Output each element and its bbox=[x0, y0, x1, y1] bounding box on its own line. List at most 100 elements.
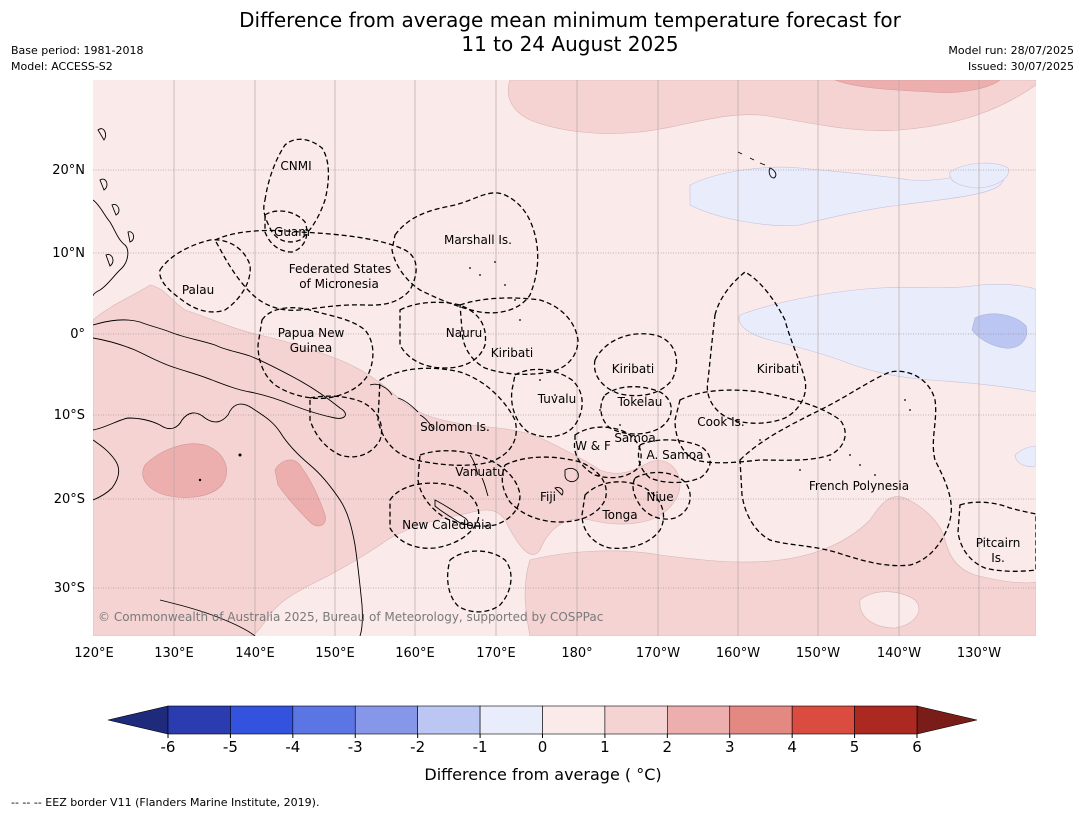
label-kiribati-east: Kiribati bbox=[757, 362, 799, 376]
colorbar-tick-label: 1 bbox=[600, 738, 610, 756]
x-tick: 150°E bbox=[315, 646, 355, 661]
colorbar-tick-label: 6 bbox=[912, 738, 922, 756]
eez-american-samoa bbox=[637, 439, 711, 484]
title-line-2: 11 to 24 August 2025 bbox=[461, 32, 679, 56]
solomon-islands-coast bbox=[369, 383, 435, 431]
anomaly-negative-equatorial-east bbox=[738, 283, 1036, 393]
colorbar-high-extension bbox=[916, 705, 978, 735]
eez-palau bbox=[159, 239, 251, 313]
colorbar-segment bbox=[479, 705, 543, 735]
colorbar-segment bbox=[604, 705, 668, 735]
colorbar-tick-label: -5 bbox=[223, 738, 238, 756]
label-niue: Niue bbox=[646, 490, 673, 504]
x-tick: 160°W bbox=[716, 646, 760, 661]
coastlines bbox=[93, 128, 777, 636]
colorbar-segment bbox=[230, 705, 294, 735]
x-tick: 170°E bbox=[476, 646, 516, 661]
colorbar-tick-label: 0 bbox=[538, 738, 548, 756]
label-marshall: Marshall Is. bbox=[444, 233, 512, 247]
region-labels: CNMI Guam Marshall Is. Federated States … bbox=[182, 159, 1020, 565]
colorbar-tick-label: -3 bbox=[348, 738, 363, 756]
eez-fsm bbox=[214, 229, 417, 311]
colorbar-tick-label: -1 bbox=[473, 738, 488, 756]
issued-date: Issued: 30/07/2025 bbox=[967, 60, 1074, 73]
colorbar: -6 -5 -4 -3 -2 -1 0 1 2 3 4 5 6 Difference from aver… bbox=[107, 705, 978, 784]
label-fsm-1: Federated States bbox=[289, 262, 391, 276]
eez-cook-islands bbox=[674, 389, 846, 464]
eez-norfolk bbox=[447, 550, 512, 613]
chart-title: Difference from average mean minimum tem… bbox=[0, 8, 1085, 56]
x-tick: 130°W bbox=[957, 646, 1001, 661]
anomaly-negative-east-edge bbox=[1014, 445, 1036, 467]
eez-french-polynesia bbox=[739, 370, 952, 567]
colorbar-tick-label: 2 bbox=[663, 738, 673, 756]
anomaly-warm-core-west bbox=[142, 443, 227, 498]
eez-guam bbox=[264, 210, 308, 253]
colorbar-tick-label: 4 bbox=[787, 738, 797, 756]
eez-tonga bbox=[581, 481, 665, 550]
eez-kiribati-central bbox=[593, 333, 678, 397]
x-tick-labels: 120°E 130°E 140°E 150°E 160°E 170°E 180°… bbox=[74, 646, 1001, 661]
x-tick: 120°E bbox=[74, 646, 114, 661]
hawaii-coast bbox=[737, 151, 777, 179]
eez-pitcairn bbox=[957, 501, 1036, 572]
label-palau: Palau bbox=[182, 283, 214, 297]
label-samoa: Samoa bbox=[614, 431, 655, 445]
atolls bbox=[198, 261, 911, 482]
x-tick: 150°W bbox=[796, 646, 840, 661]
label-guam: Guam bbox=[274, 225, 310, 239]
eez-kiribati-west bbox=[459, 297, 579, 375]
colorbar-tick-label: -2 bbox=[410, 738, 425, 756]
label-pitcairn-2: Is. bbox=[991, 551, 1005, 565]
x-tick: 130°E bbox=[154, 646, 194, 661]
label-new-caledonia: New Caledonia bbox=[402, 518, 492, 532]
y-tick: 10°S bbox=[54, 408, 85, 423]
latitude-lines bbox=[93, 169, 1036, 589]
eez-cnmi bbox=[263, 138, 330, 243]
eez-tokelau bbox=[600, 386, 672, 435]
y-tick: 20°S bbox=[54, 492, 85, 507]
eez-fiji bbox=[501, 456, 607, 523]
colorbar-segment bbox=[542, 705, 606, 735]
eez-tuvalu bbox=[510, 368, 583, 438]
x-tick: 160°E bbox=[395, 646, 435, 661]
map-area: CNMI Guam Marshall Is. Federated States … bbox=[93, 80, 1036, 636]
eez-nauru bbox=[399, 301, 487, 369]
colorbar-low-extension bbox=[107, 705, 169, 735]
eez-png-south bbox=[309, 395, 383, 458]
label-fsm-2: of Micronesia bbox=[299, 277, 379, 291]
australia-coast bbox=[93, 403, 363, 636]
eez-png bbox=[257, 307, 374, 400]
graticule bbox=[173, 80, 980, 636]
colorbar-segments bbox=[167, 705, 918, 735]
eez-vanuatu bbox=[417, 450, 521, 527]
eez-marshall bbox=[391, 192, 539, 314]
colorbar-title: Difference from average ( °C) bbox=[424, 765, 661, 784]
x-tick: 170°W bbox=[636, 646, 680, 661]
anomaly-positive-north-core bbox=[834, 80, 1001, 93]
label-png-2: Guinea bbox=[290, 341, 333, 355]
label-pitcairn-1: Pitcairn bbox=[976, 536, 1021, 550]
title-line-1: Difference from average mean minimum tem… bbox=[239, 8, 901, 32]
label-tokelau: Tokelau bbox=[617, 395, 663, 409]
new-zealand-coast bbox=[159, 599, 256, 636]
eez-solomon bbox=[377, 367, 517, 466]
y-tick: 0° bbox=[70, 327, 85, 342]
colorbar-segment bbox=[167, 705, 231, 735]
philippines-islands bbox=[97, 128, 135, 267]
label-kiribati-west: Kiribati bbox=[491, 346, 533, 360]
label-french-polynesia: French Polynesia bbox=[809, 479, 909, 493]
model-name: Model: ACCESS-S2 bbox=[11, 60, 113, 73]
label-tuvalu: Tuvalu bbox=[537, 392, 577, 406]
new-guinea-coast bbox=[93, 319, 346, 419]
colorbar-tick-label: -6 bbox=[161, 738, 176, 756]
philippines-coast bbox=[93, 199, 129, 297]
label-american-samoa: A. Samoa bbox=[647, 448, 704, 462]
copyright-notice: © Commonwealth of Australia 2025, Bureau… bbox=[98, 610, 603, 624]
label-solomon: Solomon Is. bbox=[420, 420, 490, 434]
label-fiji: Fiji bbox=[540, 490, 556, 504]
y-tick: 30°S bbox=[54, 581, 85, 596]
new-caledonia-coast bbox=[434, 499, 469, 525]
y-tick: 10°N bbox=[52, 246, 85, 261]
australia-north-coast bbox=[93, 439, 120, 501]
